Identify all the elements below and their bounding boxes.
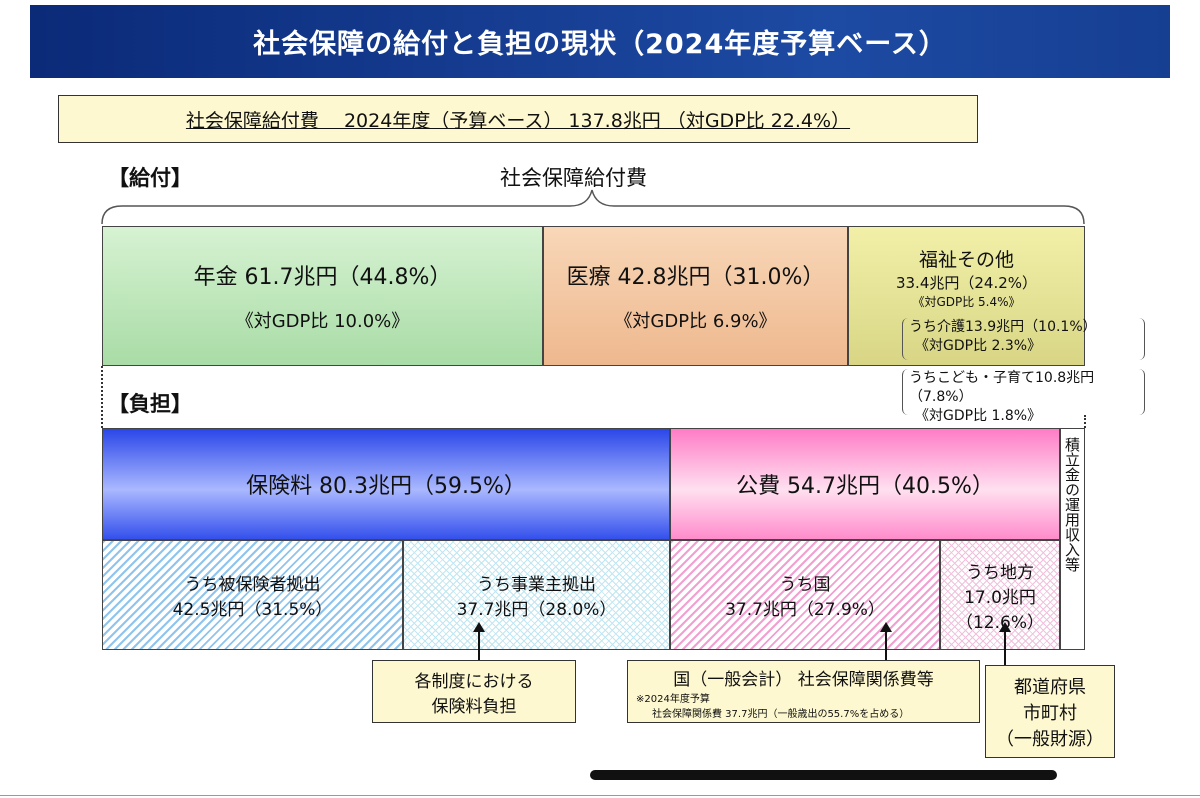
welfare-block: 福祉その他 33.4兆円（24.2%） 《対GDP比 5.4%》 [848, 226, 1085, 366]
medical-amount: 医療 42.8兆円（31.0%） [566, 265, 825, 290]
national-block: うち国 37.7兆円（27.9%） [670, 540, 940, 650]
national-amount: 37.7兆円（27.9%） [725, 600, 885, 620]
local-amount: 17.0兆円 [964, 587, 1036, 608]
care-gdp: 《対GDP比 2.3%》 [915, 338, 1042, 354]
national-label: うち国 [779, 575, 831, 595]
local-label: うち地方 [966, 562, 1034, 583]
public-amount: 公費 54.7兆円（40.5%） [736, 474, 994, 499]
welfare-gdp: 《対GDP比 5.4%》 [912, 295, 1021, 309]
pension-block: 年金 61.7兆円（44.8%） 《対GDP比 10.0%》 [102, 226, 543, 366]
employer-amount: 37.7兆円（28.0%） [456, 600, 617, 620]
dotted-line [1084, 415, 1086, 428]
pension-gdp: 《対GDP比 10.0%》 [235, 311, 410, 332]
slide-title: 社会保障の給付と負担の現状（2024年度予算ベース） [30, 5, 1170, 78]
local-callout: 都道府県市町村 （一般財源） [985, 665, 1115, 758]
employer-block: うち事業主拠出 37.7兆円（28.0%） [403, 540, 670, 650]
arrow-up-icon [473, 622, 485, 660]
care-note: うち介護13.9兆円（10.1%） 《対GDP比 2.3%》 [902, 318, 1145, 360]
insured-label: うち被保険者拠出 [184, 575, 321, 595]
callout-text: 都道府県 [1014, 676, 1086, 698]
summary-box: 社会保障給付費 2024年度（予算ベース） 137.8兆円 （対GDP比 22.… [58, 95, 978, 143]
home-indicator[interactable] [590, 770, 1057, 780]
summary-text: 社会保障給付費 2024年度（予算ベース） 137.8兆円 （対GDP比 22.… [185, 109, 851, 132]
callout-text: 各制度における [414, 671, 534, 692]
brace-icon [101, 189, 1085, 225]
title-text: 社会保障の給付と負担の現状（2024年度予算ベース） [253, 29, 947, 60]
reserve-block: 積立金の運用収入等 [1060, 428, 1085, 650]
dotted-line [101, 366, 103, 428]
insured-amount: 42.5兆円（31.5%） [172, 600, 333, 620]
reserve-label: 積立金の運用収入等 [1063, 437, 1081, 572]
pension-amount: 年金 61.7兆円（44.8%） [193, 265, 452, 290]
brace-label: 社会保障給付費 [500, 166, 647, 190]
callout-text: （一般財源） [996, 728, 1104, 750]
welfare-title: 福祉その他 [918, 249, 1014, 271]
burden-heading: 【負担】 [108, 392, 192, 416]
insurance-callout: 各制度における 保険料負担 [372, 660, 576, 723]
callout-text: 国（一般会計） 社会保障関係費等 [673, 670, 934, 690]
welfare-amount: 33.4兆円（24.2%） [895, 274, 1038, 292]
insured-block: うち被保険者拠出 42.5兆円（31.5%） [102, 540, 403, 650]
insurance-amount: 保険料 80.3兆円（59.5%） [246, 474, 526, 499]
medical-gdp: 《対GDP比 6.9%》 [614, 311, 777, 332]
children-gdp: 《対GDP比 1.8%》 [915, 408, 1042, 424]
callout-text: 保険料負担 [431, 696, 517, 717]
employer-label: うち事業主拠出 [477, 575, 596, 595]
insurance-block: 保険料 80.3兆円（59.5%） [102, 428, 670, 540]
children-note: うちこども・子育て10.8兆円（7.8%） 《対GDP比 1.8%》 [902, 369, 1145, 424]
care-amount: うち介護13.9兆円（10.1%） [909, 319, 1097, 335]
divider [0, 795, 1200, 796]
callout-note: ※2024年度予算 [636, 694, 710, 705]
arrow-up-icon [999, 622, 1011, 665]
callout-text: 市町村 [1023, 702, 1077, 724]
national-callout: 国（一般会計） 社会保障関係費等 ※2024年度予算 社会保障関係費 37.7兆… [627, 660, 980, 723]
arrow-up-icon [880, 622, 892, 660]
public-block: 公費 54.7兆円（40.5%） [670, 428, 1060, 540]
benefit-heading: 【給付】 [108, 166, 192, 190]
medical-block: 医療 42.8兆円（31.0%） 《対GDP比 6.9%》 [543, 226, 848, 366]
callout-note: 社会保障関係費 37.7兆円（一般歳出の55.7%を占める） [652, 709, 910, 720]
children-amount: うちこども・子育て10.8兆円（7.8%） [909, 370, 1095, 405]
